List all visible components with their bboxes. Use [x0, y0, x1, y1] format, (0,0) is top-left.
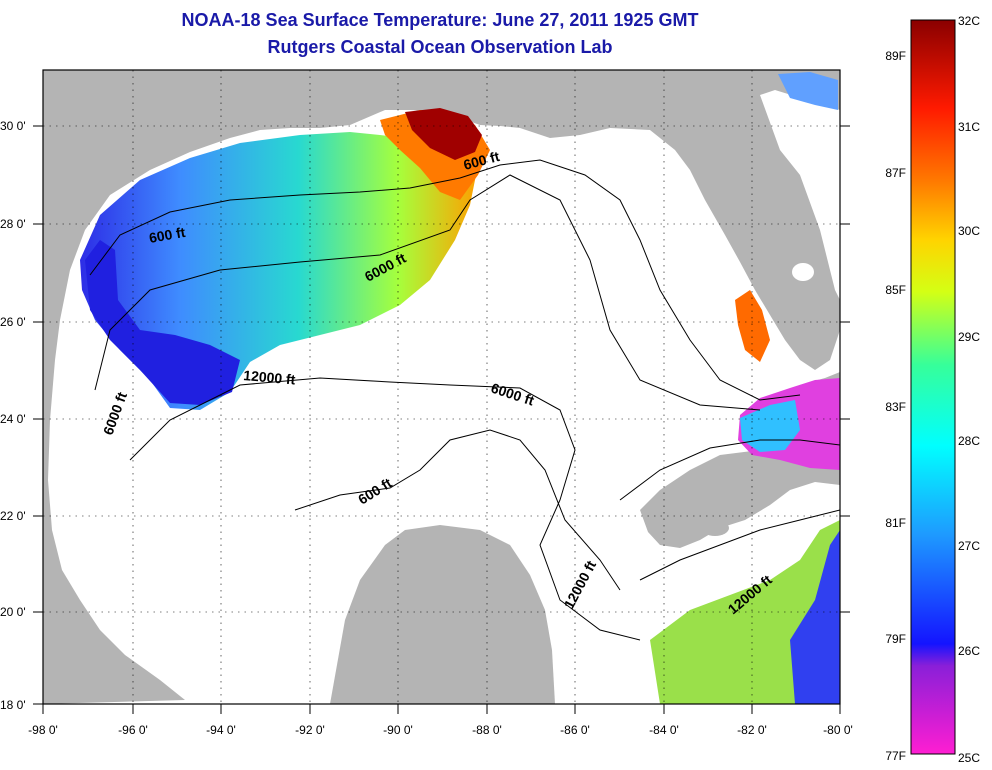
contour-600ft: [89, 159, 801, 401]
map-title: NOAA-18 Sea Surface Temperature: June 27…: [181, 10, 699, 30]
x-tick-label: -84 0': [649, 723, 679, 737]
colorbar-c-label: 25C: [958, 751, 980, 765]
colorbar-c-label: 26C: [958, 644, 980, 658]
colorbar: [910, 19, 956, 755]
land-cuba: [640, 448, 840, 548]
sst-caribbean-blue: [790, 530, 840, 704]
colorbar-f-label: 83F: [885, 400, 906, 414]
colorbar-c-label: 28C: [958, 434, 980, 448]
map-subtitle: Rutgers Coastal Ocean Observation Lab: [267, 37, 613, 57]
contour-cuba: [619, 439, 840, 501]
sst-cool-west: [85, 240, 240, 405]
lake-okeechobee: [792, 263, 814, 281]
y-tick-label: 26 0': [0, 315, 26, 329]
land-texas-louisiana: [43, 70, 840, 704]
x-tick-label: -86 0': [560, 723, 590, 737]
map-frame: [42, 69, 841, 705]
y-tick-label: 30 0': [0, 119, 26, 133]
sst-straits-cool: [740, 400, 800, 452]
x-tick-label: -88 0': [472, 723, 502, 737]
colorbar-f-label: 81F: [885, 516, 906, 530]
y-axis-ticks: [33, 125, 850, 705]
x-tick-label: -92 0': [295, 723, 325, 737]
colorbar-c-label: 32C: [958, 14, 980, 28]
land-yucatan: [330, 525, 555, 704]
x-tick-label: -98 0': [28, 723, 58, 737]
x-tick-label: -80 0': [823, 723, 853, 737]
colorbar-c-label: 29C: [958, 330, 980, 344]
x-tick-label: -82 0': [737, 723, 767, 737]
colorbar-f-label: 89F: [885, 49, 906, 63]
bathymetry-contours: [89, 159, 840, 641]
y-tick-label: 18 0': [0, 698, 26, 712]
colorbar-c-label: 27C: [958, 539, 980, 553]
contour-label: 600 ft: [148, 224, 187, 246]
colorbar-f-label: 77F: [885, 749, 906, 763]
x-tick-label: -94 0': [206, 723, 236, 737]
colorbar-f-label: 85F: [885, 283, 906, 297]
y-tick-label: 24 0': [0, 412, 26, 426]
sst-florida-ne: [778, 72, 838, 110]
contour-6000ft: [94, 174, 761, 411]
x-tick-label: -96 0': [118, 723, 148, 737]
y-tick-label: 28 0': [0, 217, 26, 231]
colorbar-c-label: 30C: [958, 224, 980, 238]
contour-12000ft: [129, 377, 641, 641]
y-tick-label: 22 0': [0, 509, 26, 523]
contour-yucatan-shelf: [294, 429, 621, 591]
sst-florida-orange: [735, 290, 770, 362]
colorbar-f-label: 87F: [885, 166, 906, 180]
y-tick-label: 20 0': [0, 605, 26, 619]
colorbar-c-label: 31C: [958, 120, 980, 134]
contour-label: 12000 ft: [243, 367, 297, 388]
graticule: [43, 70, 840, 704]
x-axis-ticks: [42, 704, 841, 714]
colorbar-f-label: 79F: [885, 632, 906, 646]
contour-caribbean: [639, 509, 840, 581]
sst-hot-delta: [405, 108, 482, 160]
land-isle-of-youth: [701, 520, 729, 536]
x-tick-label: -90 0': [383, 723, 413, 737]
